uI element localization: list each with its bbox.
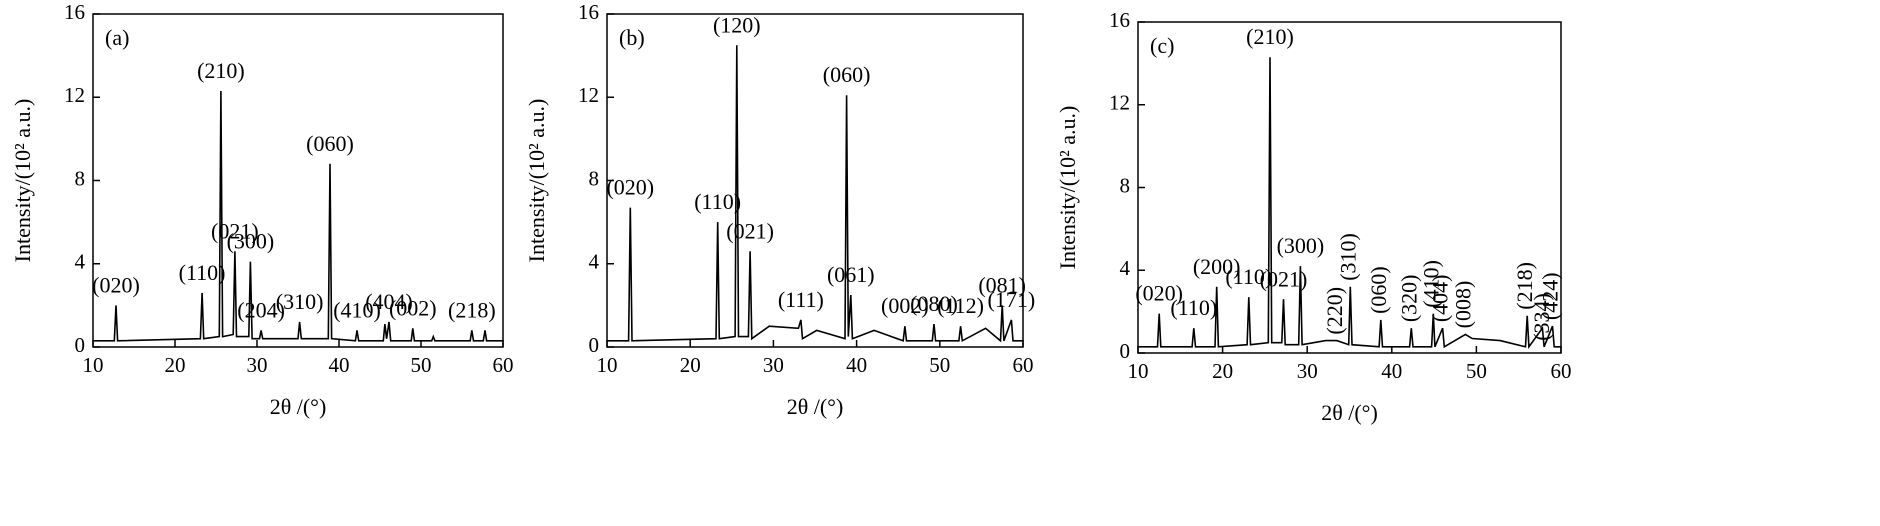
x-axis-label: 2θ /(°) <box>787 394 844 419</box>
peak-label: (218) <box>1512 262 1537 310</box>
x-tick-label: 50 <box>1466 359 1487 383</box>
peak-label: (110) <box>694 189 741 214</box>
peak-label: (210) <box>1246 24 1294 49</box>
x-tick-label: 20 <box>1212 359 1233 383</box>
peak-label: (310) <box>276 289 324 314</box>
y-tick-label: 0 <box>589 333 600 357</box>
peak-label: (021) <box>211 218 259 243</box>
peak-label: (300) <box>227 229 275 254</box>
y-tick-label: 4 <box>589 250 600 274</box>
y-tick-label: 12 <box>64 83 85 107</box>
peak-label: (110) <box>179 260 226 285</box>
peak-label: (110) <box>1225 264 1272 289</box>
x-tick-label: 30 <box>247 353 268 377</box>
peak-label: (081) <box>978 272 1026 297</box>
x-tick-label: 40 <box>329 353 350 377</box>
peak-label: (021) <box>726 218 774 243</box>
y-axis-label: Intensity/(10² a.u.) <box>524 99 549 263</box>
peak-label: (061) <box>827 262 875 287</box>
x-tick-label: 20 <box>165 353 186 377</box>
x-tick-label: 40 <box>846 353 867 377</box>
y-tick-label: 16 <box>578 0 599 24</box>
peak-label: (334) <box>1529 293 1554 341</box>
peak-label: (404) <box>365 289 413 314</box>
panel-label: (c) <box>1150 33 1174 58</box>
peak-label: (200) <box>1193 254 1241 279</box>
y-tick-label: 12 <box>1109 91 1130 115</box>
y-tick-label: 16 <box>1109 8 1130 32</box>
peak-label: (218) <box>448 297 496 322</box>
peak-label: (020) <box>92 272 140 297</box>
peak-label: (210) <box>197 58 245 83</box>
y-tick-label: 0 <box>1120 339 1131 363</box>
x-axis-label: 2θ /(°) <box>1321 400 1378 425</box>
xrd-line <box>607 45 1023 343</box>
peak-label: (112) <box>937 293 984 318</box>
x-tick-label: 60 <box>1013 353 1034 377</box>
peak-label: (060) <box>1366 266 1391 314</box>
x-tick-label: 10 <box>1128 359 1149 383</box>
y-axis-label: Intensity/(10² a.u.) <box>10 99 35 263</box>
peak-label: (424) <box>1538 272 1563 320</box>
x-tick-label: 50 <box>929 353 950 377</box>
peak-label: (060) <box>306 131 354 156</box>
peak-label: (204) <box>237 297 285 322</box>
y-tick-label: 4 <box>1120 256 1131 280</box>
peak-label: (404) <box>1428 275 1453 323</box>
y-tick-label: 12 <box>578 83 599 107</box>
peak-label: (060) <box>823 62 871 87</box>
x-tick-label: 60 <box>493 353 514 377</box>
x-tick-label: 10 <box>597 353 618 377</box>
y-axis-label: Intensity/(10² a.u.) <box>1055 106 1080 270</box>
y-tick-label: 8 <box>75 166 86 190</box>
peak-label: (002) <box>881 293 929 318</box>
y-tick-label: 16 <box>64 0 85 24</box>
panel-label: (a) <box>105 25 129 50</box>
x-axis-label: 2θ /(°) <box>270 394 327 419</box>
xrd-line <box>1138 57 1561 350</box>
x-tick-label: 30 <box>1297 359 1318 383</box>
peak-label: (080) <box>910 291 958 316</box>
x-tick-label: 60 <box>1551 359 1572 383</box>
peak-label: (120) <box>713 12 761 37</box>
peak-label: (021) <box>1260 266 1308 291</box>
panel-label: (b) <box>619 25 645 50</box>
y-tick-label: 8 <box>1120 173 1131 197</box>
x-tick-label: 40 <box>1381 359 1402 383</box>
peak-label: (008) <box>1450 281 1475 329</box>
x-tick-label: 20 <box>680 353 701 377</box>
xrd-line <box>93 90 503 342</box>
peak-label: (410) <box>333 297 381 322</box>
peak-label: (300) <box>1277 233 1325 258</box>
y-tick-label: 4 <box>75 250 86 274</box>
peak-label: (171) <box>988 287 1036 312</box>
peak-label: (110) <box>1170 295 1217 320</box>
y-tick-label: 0 <box>75 333 86 357</box>
x-tick-label: 10 <box>83 353 104 377</box>
peak-label: (111) <box>778 287 824 312</box>
peak-label: (020) <box>606 175 654 200</box>
peak-label: (410) <box>1418 260 1443 308</box>
peak-label: (002) <box>389 295 437 320</box>
peak-label: (020) <box>1135 281 1183 306</box>
peak-label: (220) <box>1322 287 1347 335</box>
y-tick-label: 8 <box>589 166 600 190</box>
x-tick-label: 50 <box>411 353 432 377</box>
peak-label: (310) <box>1335 233 1360 281</box>
peak-label: (320) <box>1396 275 1421 323</box>
x-tick-label: 30 <box>763 353 784 377</box>
